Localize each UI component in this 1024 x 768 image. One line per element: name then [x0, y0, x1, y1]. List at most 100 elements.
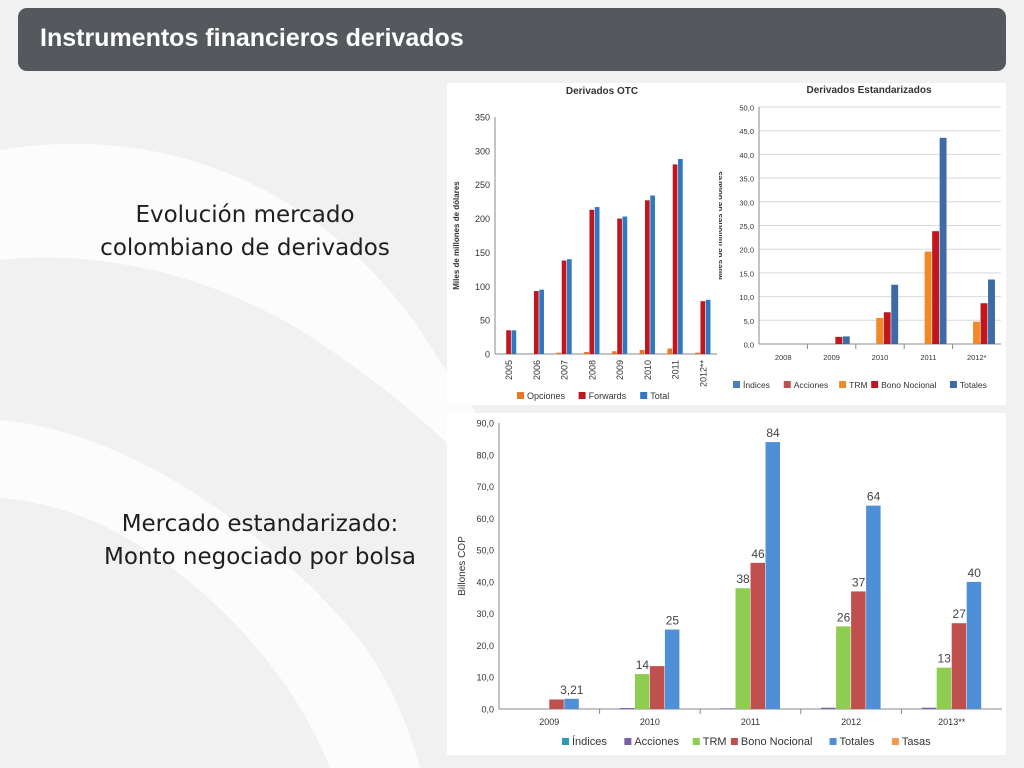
bar-bono-nocional-2011: [750, 562, 765, 709]
label-mercado-line-2: Monto negociado por bolsa: [104, 544, 416, 570]
bar-bono-nocional-2009: [549, 699, 564, 709]
chart-title: Derivados Estandarizados: [806, 85, 931, 96]
data-label: 84: [766, 426, 780, 440]
data-label: 25: [666, 614, 680, 628]
y-tick-label: 30,0: [739, 198, 754, 207]
bar-total-2012: [705, 299, 711, 354]
y-tick-label: 25,0: [739, 222, 754, 231]
bar-forwards-2012: [700, 301, 706, 354]
y-tick-label: 40,0: [739, 151, 754, 160]
bar-trm-2012: [836, 626, 851, 709]
x-tick-label: 2010: [643, 360, 653, 380]
x-tick-label: 2011: [671, 360, 681, 379]
y-tick-label: 30,0: [476, 609, 494, 619]
bar-total-2008: [594, 207, 600, 354]
bar-trm-2010: [634, 674, 650, 709]
bar-totales-2011: [939, 137, 947, 344]
bar-opciones-2009: [611, 351, 617, 354]
bar-forwards-2011: [672, 164, 678, 354]
bar-totales-2013: [966, 581, 982, 709]
bar-forwards-2007: [561, 260, 567, 354]
bar-bono-nocional-2010: [883, 312, 891, 344]
chart-derivados-estandarizados: Derivados Estandarizados Miles de millone…: [719, 85, 1001, 390]
bar-total-2007: [567, 259, 572, 354]
bar-opciones-2012: [695, 352, 700, 354]
legend-label-total: Total: [650, 391, 669, 401]
legend-swatch-bono-nocional: [730, 738, 738, 745]
bar-trm-2011: [924, 251, 932, 344]
data-label: 14: [636, 658, 650, 672]
label-mercado-line-1: Mercado estandarizado:: [121, 511, 399, 537]
legend-swatch-indices: [733, 381, 740, 388]
x-tick-label: 2013**: [938, 717, 966, 727]
bar-opciones-2008: [584, 351, 589, 354]
y-tick-label: 10,0: [476, 673, 494, 683]
legend-swatch-trm: [692, 738, 700, 745]
legend-label-totales: Totales: [960, 380, 987, 390]
x-tick-label: 2012: [841, 717, 861, 727]
bar-bono-nocional-2011: [932, 231, 940, 344]
y-tick-label: 350: [475, 113, 490, 123]
bar-forwards-2010: [644, 200, 650, 354]
data-label: 46: [751, 547, 765, 561]
y-tick-label: 20,0: [476, 641, 494, 651]
legend-label-totales: Totales: [840, 736, 875, 748]
data-label: 13: [938, 652, 952, 666]
bar-totales-2011: [765, 442, 780, 709]
legend-label-trm: TRM: [849, 380, 867, 390]
y-tick-label: 40,0: [476, 577, 494, 587]
bar-trm-2011: [735, 588, 750, 709]
bar-total-2006: [539, 289, 544, 354]
legend-swatch-acciones: [783, 381, 791, 388]
legend-label-acciones: Acciones: [634, 736, 679, 748]
x-tick-label: 2010: [640, 717, 660, 727]
legend-swatch-trm: [839, 381, 847, 388]
y-tick-label: 90,0: [476, 419, 494, 429]
bar-total-2009: [622, 216, 628, 354]
label-evolucion-line-1: Evolución mercado: [135, 202, 355, 228]
y-tick-label: 35,0: [739, 175, 754, 184]
bar-opciones-2007: [556, 352, 562, 354]
x-tick-label: 2010: [872, 353, 889, 362]
y-tick-label: 150: [475, 248, 490, 258]
data-label: 64: [867, 490, 881, 504]
label-evolucion-line-2: colombiano de derivados: [100, 235, 390, 261]
y-tick-label: 0,0: [481, 705, 494, 715]
y-tick-label: 250: [475, 180, 490, 190]
legend-swatch-forwards: [578, 392, 586, 399]
legend-swatch-acciones: [624, 738, 632, 745]
bar-forwards-2009: [617, 218, 622, 354]
bar-opciones-2011: [667, 348, 673, 354]
y-axis-label: Billones COP: [457, 536, 468, 596]
bar-forwards-2005: [506, 330, 511, 354]
y-tick-label: 50: [480, 316, 490, 326]
bar-total-2005: [511, 330, 517, 354]
bar-bono-nocional-2012: [851, 591, 866, 709]
label-evolucion: Evolución mercado colombiano de derivado…: [60, 199, 430, 265]
chart-monto-negociado: Billones COP 0,0 10,0 20,0 30,0 40,0 50,0 60,0 7…: [457, 419, 1002, 748]
bar-acciones-2011: [720, 708, 735, 709]
y-tick-label: 10,0: [739, 293, 754, 302]
bar-total-2010: [650, 195, 655, 354]
bar-totales-2009: [564, 698, 579, 709]
legend-label-bono-nocional: Bono Nocional: [741, 736, 813, 748]
legend-swatch-totales: [829, 738, 837, 745]
x-tick-label: 2009: [615, 360, 625, 380]
legend-swatch-total: [640, 392, 648, 399]
data-label: 38: [736, 572, 750, 586]
legend-swatch-tasas: [891, 738, 899, 745]
bar-totales-2010: [664, 629, 680, 709]
x-tick-label: 2007: [560, 360, 570, 380]
x-tick-label: 2011: [741, 717, 760, 727]
x-tick-label: 2008: [775, 353, 792, 362]
y-tick-label: 200: [475, 214, 490, 224]
y-axis-label: Miles de millones de dólares: [719, 171, 724, 280]
bar-totales-2012: [866, 505, 881, 709]
legend-label-trm: TRM: [703, 736, 727, 748]
bar-acciones-2013: [921, 707, 937, 709]
legend-label-opciones: Opciones: [527, 391, 566, 401]
y-tick-label: 80,0: [476, 450, 494, 460]
legend-label-acciones: Acciones: [794, 380, 829, 390]
legend-label-tasas: Tasas: [902, 736, 931, 748]
